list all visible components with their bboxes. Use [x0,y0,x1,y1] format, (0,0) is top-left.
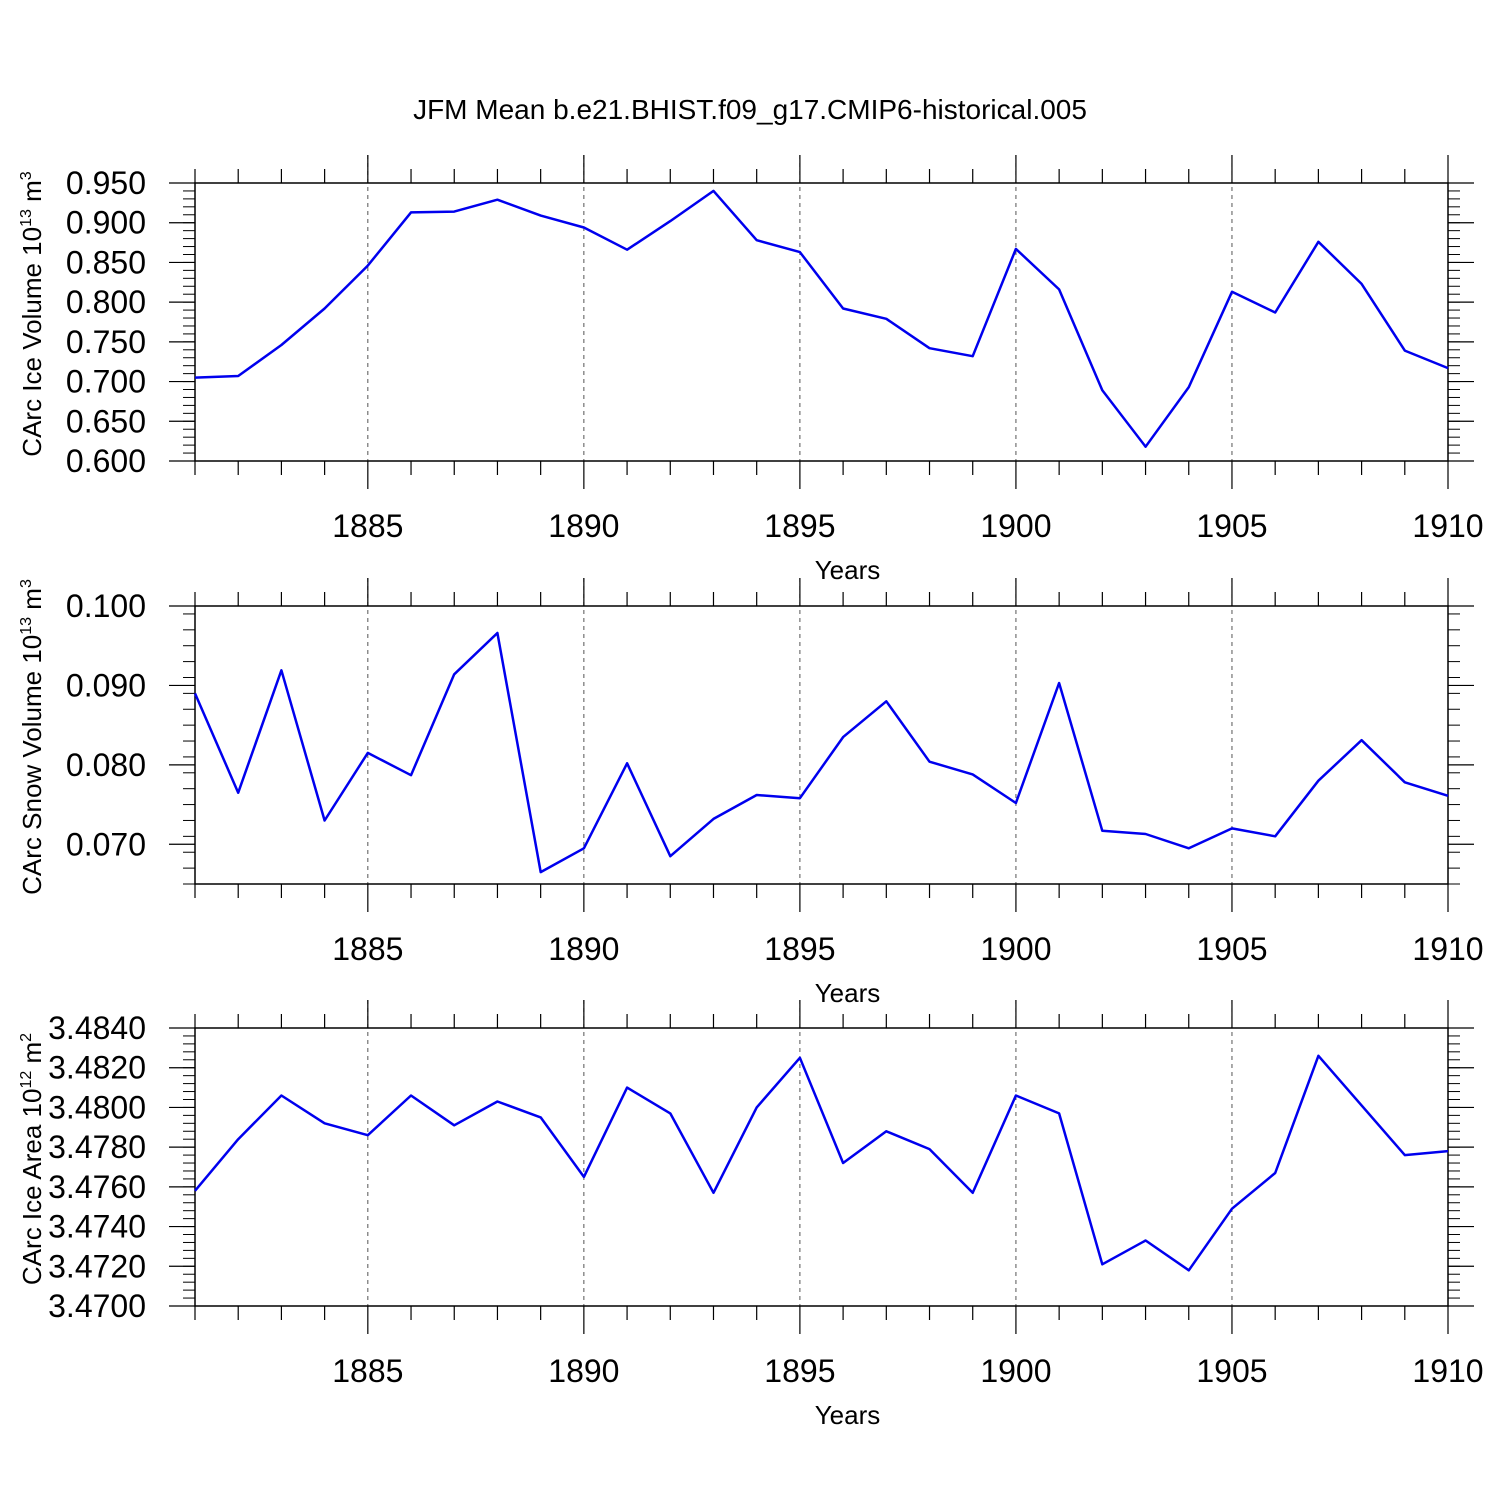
x-tick-label: 1905 [1196,508,1267,544]
plot-frame [194,605,1449,885]
panel-3: 3.47003.47203.47403.47603.47803.48003.48… [17,1000,1484,1430]
x-tick-label: 1895 [764,931,835,967]
x-tick-label: 1900 [980,931,1051,967]
x-axis-label: Years [815,1400,881,1430]
x-tick-label: 1885 [332,1353,403,1389]
x-axis-label: Years [815,978,881,1008]
x-tick-label: 1885 [332,508,403,544]
x-tick-label: 1885 [332,931,403,967]
x-tick-label: 1890 [548,931,619,967]
figure-title: JFM Mean b.e21.BHIST.f09_g17.CMIP6-histo… [413,94,1087,125]
y-tick-label: 3.4840 [48,1010,146,1046]
y-tick-label: 3.4780 [48,1129,146,1165]
plot-frame [194,1027,1449,1307]
x-tick-label: 1890 [548,1353,619,1389]
x-tick-label: 1905 [1196,931,1267,967]
x-tick-label: 1900 [980,1353,1051,1389]
x-tick-label: 1895 [764,508,835,544]
x-tick-label: 1900 [980,508,1051,544]
y-axis-label: CArc Ice Volume 1013 m3 [17,171,47,456]
y-tick-label: 3.4820 [48,1050,146,1086]
x-tick-label: 1910 [1412,1353,1483,1389]
y-tick-label: 0.090 [66,667,146,703]
y-tick-label: 0.700 [66,364,146,400]
y-tick-label: 0.900 [66,205,146,241]
y-tick-label: 0.800 [66,284,146,320]
y-axis-label: CArc Ice Area 1012 m2 [17,1033,47,1285]
y-tick-label: 0.850 [66,244,146,280]
y-tick-label: 0.650 [66,403,146,439]
series-line [193,631,1449,874]
x-tick-label: 1910 [1412,931,1483,967]
x-tick-label: 1905 [1196,1353,1267,1389]
y-tick-label: 0.100 [66,588,146,624]
series-line [194,1054,1449,1272]
y-tick-label: 0.600 [66,443,146,479]
x-axis-label: Years [815,555,881,585]
y-tick-label: 0.950 [66,165,146,201]
x-tick-label: 1895 [764,1353,835,1389]
y-tick-label: 3.4720 [48,1248,146,1284]
y-axis-label: CArc Snow Volume 1013 m3 [17,579,47,895]
y-tick-label: 3.4740 [48,1209,146,1245]
y-tick-label: 3.4760 [48,1169,146,1205]
series-line [194,189,1449,448]
y-tick-label: 0.070 [66,826,146,862]
x-tick-label: 1910 [1412,508,1483,544]
y-tick-label: 0.080 [66,747,146,783]
plot-frame [194,182,1449,462]
panel-2: 0.070 0.080 0.090 0.100 1885 1890 1895 1900 1905… [17,578,1484,1008]
y-tick-label: 0.750 [66,324,146,360]
x-tick-label: 1890 [548,508,619,544]
y-tick-label: 3.4800 [48,1089,146,1125]
y-tick-label: 3.4700 [48,1288,146,1324]
